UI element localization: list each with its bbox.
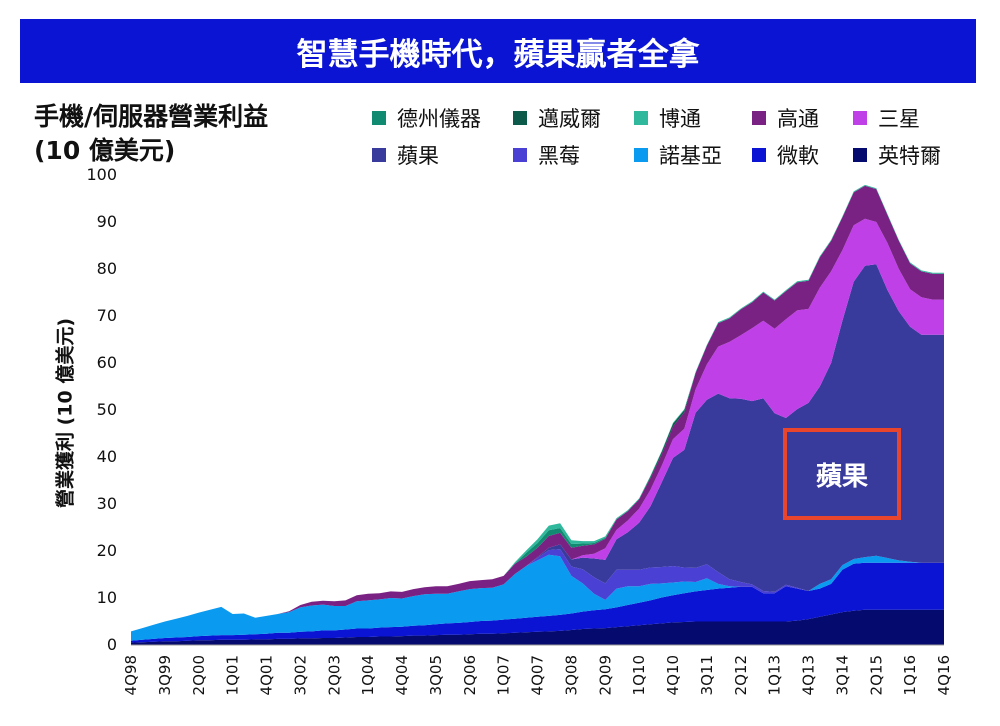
legend-swatch [634, 148, 648, 162]
x-tick-label: 1Q16 [901, 655, 919, 695]
x-tick-label: 2Q12 [732, 655, 750, 695]
legend-label: 高通 [777, 107, 819, 131]
x-tick-label: 4Q13 [800, 655, 818, 695]
legend-swatch [372, 111, 386, 125]
legend-label: 微軟 [777, 144, 819, 168]
y-tick-label: 60 [97, 353, 117, 372]
legend-label: 德州儀器 [397, 107, 481, 131]
legend-swatch [752, 111, 766, 125]
x-tick-label: 3Q02 [291, 655, 309, 695]
area-series-諾基亞 [131, 554, 944, 641]
y-tick-label: 30 [97, 494, 117, 513]
x-tick-label: 1Q10 [630, 655, 648, 695]
legend-item: 諾基亞 [634, 141, 722, 169]
area-series-微軟 [131, 562, 944, 643]
area-series-英特爾 [131, 609, 944, 645]
legend-item: 三星 [853, 104, 920, 132]
x-tick-label: 4Q01 [258, 655, 276, 695]
legend-item: 博通 [634, 104, 701, 132]
legend-swatch [513, 111, 527, 125]
y-axis-title: 營業獲利 (10 億美元) [54, 317, 77, 509]
x-tick-label: 4Q16 [935, 655, 953, 695]
legend-label: 英特爾 [878, 144, 941, 168]
x-tick-label: 4Q07 [529, 655, 547, 695]
panel-title: 手機/伺服器營業利益 (10 億美元) [34, 100, 268, 168]
area-series-博通 [131, 184, 944, 632]
x-tick-label: 1Q04 [359, 655, 377, 695]
legend-swatch [752, 148, 766, 162]
x-tick-label: 4Q98 [122, 655, 140, 695]
x-tick-label: 2Q09 [596, 655, 614, 695]
legend-item: 蘋果 [372, 141, 439, 169]
legend-item: 德州儀器 [372, 104, 481, 132]
x-tick-label: 3Q99 [156, 655, 174, 695]
x-tick-label: 1Q07 [495, 655, 513, 695]
legend-item: 英特爾 [853, 141, 941, 169]
y-tick-label: 70 [97, 306, 117, 325]
x-tick-label: 2Q03 [325, 655, 343, 695]
legend-label: 三星 [878, 107, 920, 131]
legend-item: 邁威爾 [513, 104, 601, 132]
x-tick-label: 3Q05 [427, 655, 445, 695]
legend-swatch [634, 111, 648, 125]
x-tick-label: 4Q04 [393, 655, 411, 695]
area-series-三星 [131, 218, 944, 632]
legend-label: 諾基亞 [659, 144, 722, 168]
legend-swatch [513, 148, 527, 162]
area-series-蘋果 [131, 264, 944, 632]
legend-label: 黑莓 [538, 144, 580, 168]
y-tick-label: 100 [86, 165, 117, 184]
legend-swatch [372, 148, 386, 162]
legend-swatch [853, 111, 867, 125]
y-tick-label: 80 [97, 259, 117, 278]
x-tick-label: 1Q01 [224, 655, 242, 695]
x-tick-label: 2Q06 [461, 655, 479, 695]
legend-label: 蘋果 [397, 144, 439, 168]
chart-legend: 德州儀器 邁威爾 博通 高通 三星 蘋果 黑莓 諾基亞 微軟 英特爾 [372, 104, 982, 174]
legend-label: 邁威爾 [538, 107, 601, 131]
legend-label: 博通 [659, 107, 701, 131]
y-tick-label: 50 [97, 400, 117, 419]
x-tick-label: 2Q15 [867, 655, 885, 695]
x-tick-label: 2Q00 [190, 655, 208, 695]
apple-callout-label: 蘋果 [815, 461, 868, 492]
y-tick-label: 20 [97, 541, 117, 560]
y-tick-label: 40 [97, 447, 117, 466]
x-tick-label: 3Q08 [562, 655, 580, 695]
legend-item: 微軟 [752, 141, 819, 169]
x-tick-label: 4Q10 [664, 655, 682, 695]
y-tick-label: 0 [107, 635, 117, 654]
x-tick-label: 3Q14 [833, 655, 851, 695]
y-tick-label: 10 [97, 588, 117, 607]
apple-callout-box: 蘋果 [783, 428, 901, 520]
y-tick-label: 90 [97, 212, 117, 231]
panel-title-line1: 手機/伺服器營業利益 [34, 102, 269, 131]
legend-item: 高通 [752, 104, 819, 132]
chart-banner: 智慧手機時代，蘋果贏者全拿 [20, 19, 976, 83]
banner-title: 智慧手機時代，蘋果贏者全拿 [296, 36, 700, 73]
legend-swatch [853, 148, 867, 162]
panel-title-line2: (10 億美元) [34, 136, 176, 165]
legend-item: 黑莓 [513, 141, 580, 169]
x-tick-label: 1Q13 [766, 655, 784, 695]
x-tick-label: 3Q11 [698, 655, 716, 695]
